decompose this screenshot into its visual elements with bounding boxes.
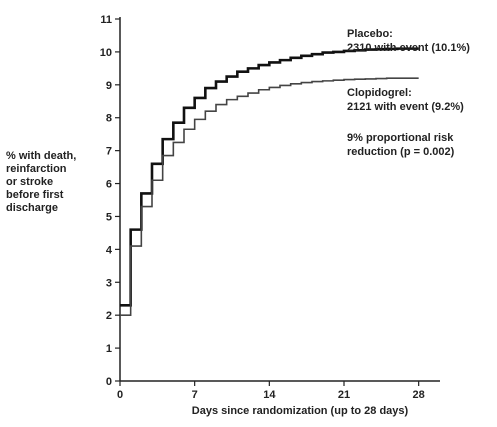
series-group (120, 47, 419, 316)
y-axis-label-line: before first (6, 189, 64, 201)
x-tick-label: 21 (338, 389, 350, 401)
y-tick-label: 8 (106, 113, 112, 125)
series-placebo-line (120, 47, 419, 307)
annotation-clopidogrel-title: Clopidogrel: (347, 87, 412, 99)
y-axis-label: % with death, reinfarction or stroke bef… (6, 150, 116, 215)
y-ticks: 0 1 2 3 4 5 6 7 8 9 10 11 (100, 14, 120, 388)
x-tick-label: 7 (192, 389, 198, 401)
y-tick-label: 2 (106, 310, 112, 322)
annotation-clopidogrel-count: 2121 with event (9.2%) (347, 101, 464, 113)
y-tick-label: 3 (106, 277, 112, 289)
axes (119, 17, 440, 382)
x-axis-label: Days since randomization (up to 28 days) (192, 405, 409, 417)
y-tick-label: 10 (100, 47, 112, 59)
x-tick-label: 28 (413, 389, 425, 401)
x-ticks: 0 7 14 21 28 (117, 381, 425, 401)
annotation-placebo-title: Placebo: (347, 28, 393, 40)
annotation-risk-line: reduction (p = 0.002) (347, 146, 455, 158)
y-tick-label: 7 (106, 146, 112, 158)
y-tick-label: 4 (106, 244, 113, 256)
annotation-placebo-count: 2310 with event (10.1%) (347, 42, 470, 54)
series-clopidogrel-line (120, 77, 419, 316)
y-tick-label: 9 (106, 80, 112, 92)
y-tick-label: 1 (106, 343, 112, 355)
annotation-placebo: Placebo: 2310 with event (10.1%) (347, 28, 470, 54)
y-tick-label: 0 (106, 376, 112, 388)
x-tick-label: 0 (117, 389, 123, 401)
y-axis-label-line: or stroke (6, 176, 54, 188)
annotation-risk-line: 9% proportional risk (347, 132, 454, 144)
annotation-risk-reduction: 9% proportional risk reduction (p = 0.00… (347, 132, 455, 158)
y-tick-label: 5 (106, 211, 112, 223)
y-axis-label-line: reinfarction (6, 163, 67, 175)
x-tick-label: 14 (263, 389, 276, 401)
y-axis-label-line: discharge (6, 202, 58, 214)
y-tick-label: 6 (106, 179, 112, 191)
y-axis-label-line: % with death, (6, 150, 77, 162)
y-tick-label: 11 (100, 14, 112, 26)
annotation-clopidogrel: Clopidogrel: 2121 with event (9.2%) (347, 87, 464, 113)
